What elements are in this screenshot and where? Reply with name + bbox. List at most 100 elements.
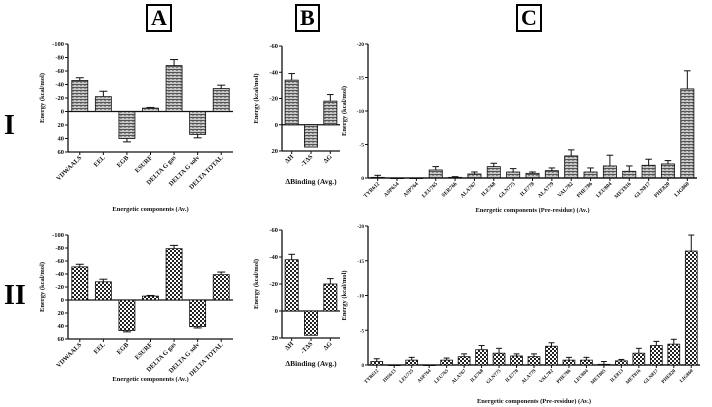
- y-tick-label: 60: [58, 149, 65, 156]
- y-tick-label: -20: [55, 95, 64, 102]
- y-tick-label: 20: [58, 122, 65, 129]
- x-tick-label: EGB: [116, 341, 131, 356]
- bar: [118, 299, 136, 331]
- x-tick-label: HIS613: [383, 369, 398, 384]
- y-tick-label: -20: [269, 281, 278, 288]
- y-tick-label: 0: [361, 176, 364, 182]
- bar: [370, 176, 385, 179]
- y-tick-label: -80: [55, 55, 64, 62]
- bar: [212, 274, 230, 301]
- bar: [428, 169, 443, 179]
- y-tick-label: -100: [52, 232, 64, 239]
- x-tick-label: PHE820: [653, 181, 671, 199]
- x-tick-label: ILE778: [505, 369, 520, 384]
- x-tick-label: ASP764: [417, 369, 433, 385]
- x-tick-label: ALA767: [451, 369, 468, 386]
- x-tick-label: ΔH: [284, 340, 295, 351]
- y-tick-label: -15: [357, 260, 364, 265]
- x-axis-label: Energetic components (Av.): [112, 206, 188, 213]
- y-tick-label: 40: [58, 323, 65, 330]
- panel-label-c: C: [516, 4, 542, 32]
- bar: [71, 80, 89, 112]
- y-axis-label: Energy (kcal/mol): [341, 86, 348, 136]
- y-tick-label: -20: [357, 42, 365, 48]
- x-tick-label: GLN817: [634, 181, 653, 200]
- bar: [527, 356, 541, 366]
- y-tick-label: 0: [61, 109, 64, 116]
- bar: [562, 359, 576, 366]
- y-tick-label: -40: [55, 82, 64, 89]
- bar: [525, 172, 540, 179]
- bar: [660, 163, 675, 179]
- x-tick-label: LEU765: [434, 369, 450, 385]
- x-axis-label: ΔBinding (Avg.): [285, 359, 337, 368]
- y-axis-label: Energy (kcal/mol): [39, 262, 46, 312]
- x-tick-label: EEL: [93, 154, 108, 169]
- bar: [544, 170, 559, 179]
- x-tick-label: ILE813: [610, 369, 625, 384]
- bar: [615, 360, 628, 366]
- x-tick-label: ALA779: [521, 369, 538, 386]
- x-tick-label: VDWAALS: [55, 341, 83, 369]
- x-tick-label: GLN775: [486, 369, 503, 386]
- x-tick-label: LIG860: [679, 369, 695, 385]
- y-tick-label: -80: [55, 245, 64, 252]
- bar: [142, 107, 159, 112]
- y-tick-label: -40: [55, 271, 64, 278]
- y-tick-label: -100: [52, 41, 64, 48]
- bar: [323, 283, 338, 312]
- bar: [94, 96, 112, 112]
- y-tick-label: -5: [359, 143, 364, 149]
- bar: [304, 124, 318, 148]
- y-tick-label: 20: [272, 148, 279, 155]
- x-tick-label: PHE786: [576, 181, 594, 199]
- bar: [71, 266, 89, 301]
- bar: [545, 345, 558, 366]
- x-tick-label: EGB: [116, 154, 131, 169]
- x-tick-label: SER766: [441, 181, 459, 199]
- y-tick-label: -40: [269, 254, 278, 261]
- x-tick-label: ILE778: [519, 181, 536, 198]
- y-tick-label: 20: [58, 310, 65, 317]
- x-tick-label: ALA767: [460, 181, 478, 199]
- y-axis-label: Energy (kcal/mol): [39, 73, 46, 123]
- x-tick-label: LEU725: [399, 369, 415, 385]
- row-label-ii: II: [4, 280, 26, 311]
- x-tick-label: PHE786: [556, 369, 572, 385]
- x-tick-label: TYR612: [364, 369, 381, 386]
- bar: [165, 248, 183, 301]
- y-tick-label: -15: [357, 76, 365, 82]
- bar: [448, 176, 463, 179]
- bar: [641, 164, 656, 179]
- y-tick-label: 0: [61, 297, 64, 304]
- x-tick-label: VAL782: [557, 181, 575, 199]
- x-tick-label: ILE768: [470, 369, 485, 384]
- x-tick-label: LIG860: [674, 181, 691, 198]
- y-tick-label: -10: [357, 295, 364, 300]
- y-axis-label: Energy (kcal/mol): [253, 259, 260, 309]
- bar: [486, 166, 501, 179]
- y-tick-label: -60: [55, 258, 64, 265]
- bar: [622, 170, 637, 179]
- y-tick-label: -60: [269, 227, 278, 234]
- x-tick-label: MET816: [625, 369, 642, 386]
- bar: [602, 165, 617, 179]
- panel-label-a: A: [146, 4, 172, 32]
- x-tick-label: MET805: [590, 369, 607, 386]
- x-tick-label: ASP764: [402, 181, 420, 199]
- y-tick-label: -60: [55, 68, 64, 75]
- bar: [189, 299, 207, 328]
- x-tick-label: LEU765: [421, 181, 439, 199]
- x-tick-label: MET816: [614, 181, 633, 200]
- x-tick-label: GLN775: [498, 181, 517, 200]
- bar: [475, 349, 488, 366]
- bar: [440, 359, 453, 366]
- y-axis-label: Energy (kcal/mol): [341, 270, 348, 320]
- x-tick-label: GLN817: [643, 369, 660, 386]
- bar: [370, 361, 384, 366]
- bar: [564, 155, 579, 179]
- y-tick-label: -20: [357, 225, 364, 230]
- x-tick-label: ESURF: [134, 341, 154, 361]
